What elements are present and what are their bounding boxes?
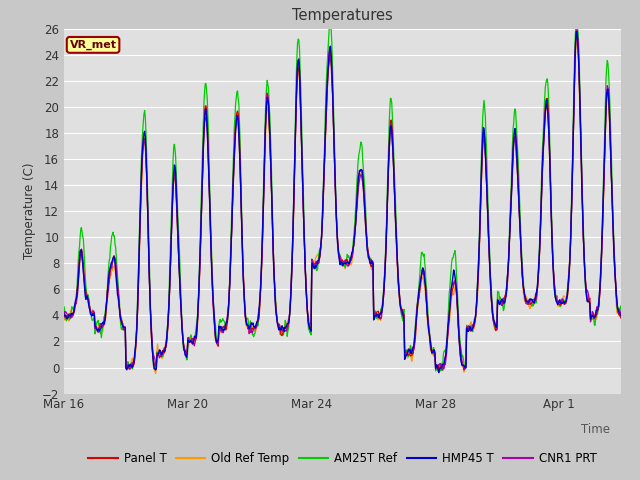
Text: VR_met: VR_met (70, 40, 116, 50)
Title: Temperatures: Temperatures (292, 9, 393, 24)
X-axis label: Time: Time (580, 423, 610, 436)
Y-axis label: Temperature (C): Temperature (C) (23, 163, 36, 260)
Legend: Panel T, Old Ref Temp, AM25T Ref, HMP45 T, CNR1 PRT: Panel T, Old Ref Temp, AM25T Ref, HMP45 … (83, 447, 602, 469)
